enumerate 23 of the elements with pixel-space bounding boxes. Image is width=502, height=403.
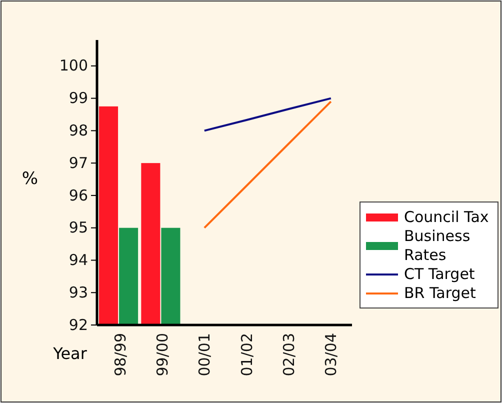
y-axis-title: % — [22, 169, 38, 189]
y-tick-label: 98 — [68, 121, 88, 140]
legend-label: Council Tax — [404, 208, 489, 226]
x-tick-label: 03/04 — [322, 333, 340, 376]
legend-label: BR Target — [404, 284, 476, 302]
line-series — [203, 97, 332, 132]
y-tick-label: 94 — [68, 251, 88, 270]
x-tick-label: 99/00 — [154, 333, 172, 376]
x-tick-label: 01/02 — [238, 333, 256, 376]
x-tick-label: 02/03 — [280, 333, 298, 376]
y-tick-label: 95 — [68, 218, 88, 237]
y-tick-label: 99 — [68, 89, 88, 108]
line-series — [203, 100, 332, 229]
y-tick-label: 97 — [68, 154, 88, 172]
legend-label: CT Target — [404, 265, 475, 283]
y-tick-label: 93 — [68, 283, 88, 302]
x-tick-label: 00/01 — [196, 333, 214, 376]
x-tick-label: 98/99 — [111, 333, 130, 376]
y-tick-label: 96 — [68, 186, 88, 204]
x-axis-title: Year — [52, 344, 88, 363]
legend-label: Business Rates — [404, 227, 470, 264]
y-tick-label: 92 — [68, 316, 88, 334]
y-tick-label: 100 — [59, 56, 88, 75]
